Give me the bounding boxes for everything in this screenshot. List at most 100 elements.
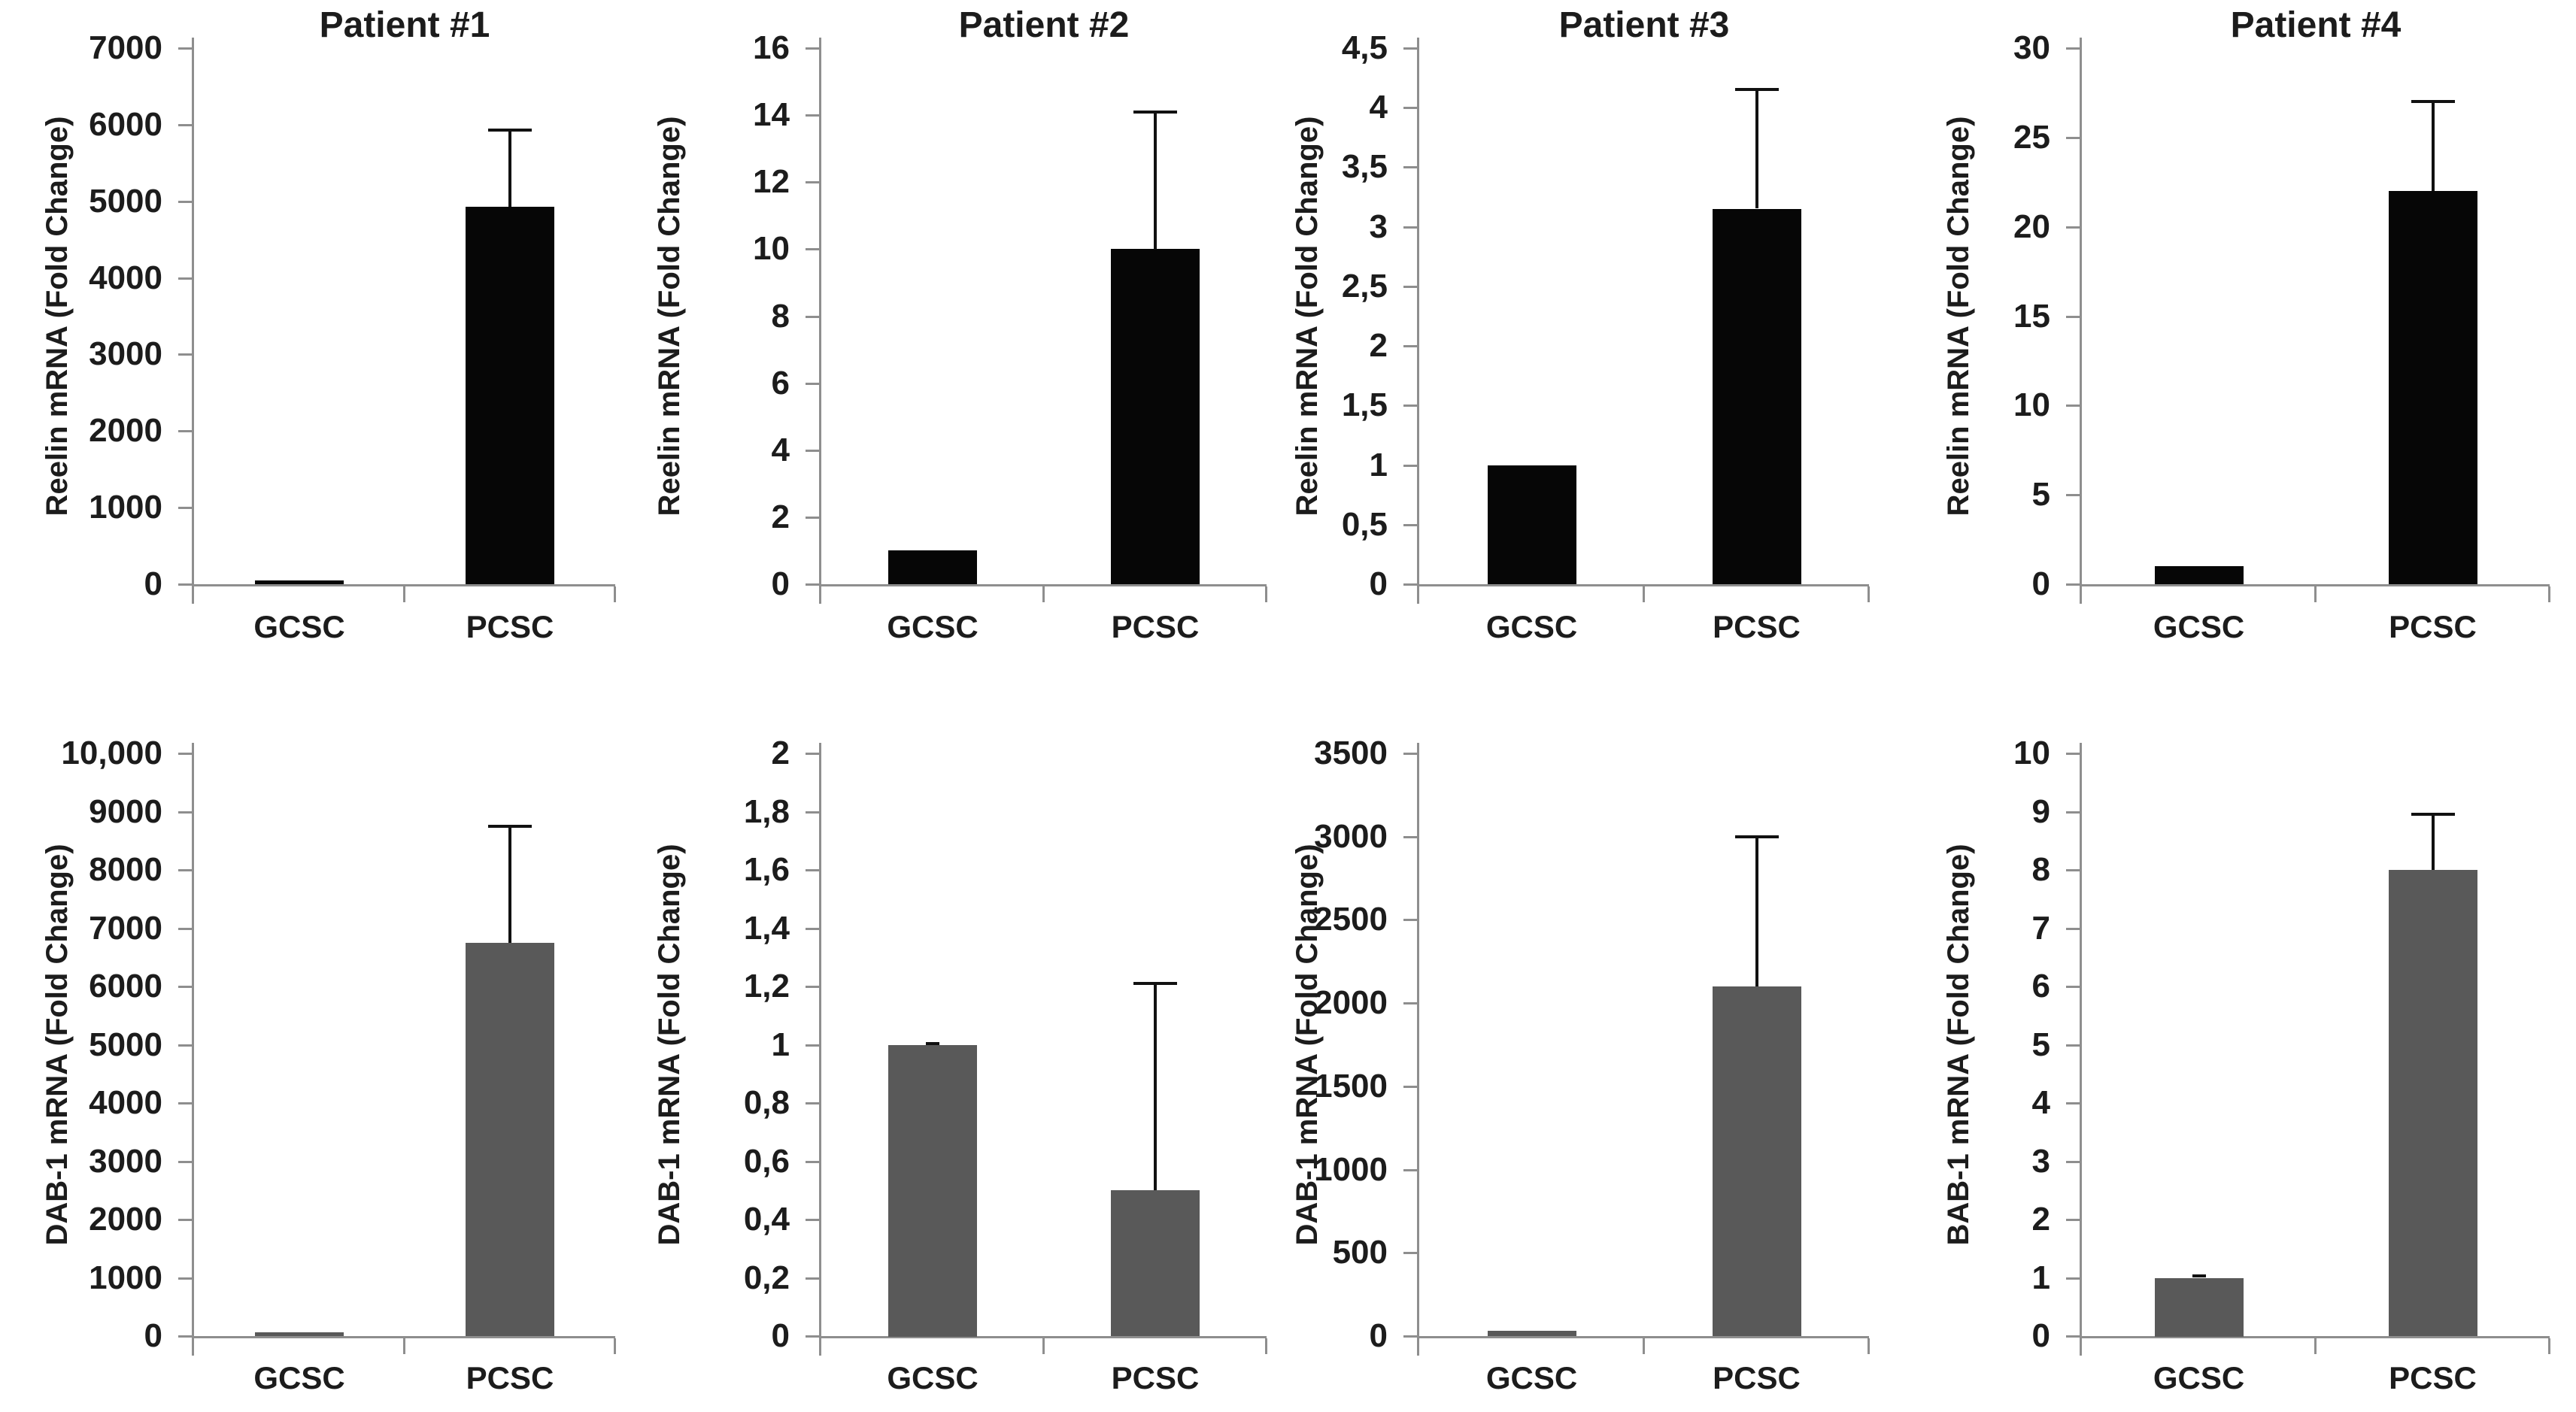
y-tick-mark [2066, 47, 2080, 50]
chart-patient-3-dab1: DAB-1 mRNA (Fold Change) 0 500 1000 1500 2000… [1288, 706, 1932, 1412]
y-tick-mark [2066, 986, 2080, 988]
y-tick-mark [2066, 1044, 2080, 1047]
error-bar-cap [2411, 813, 2455, 816]
y-tick-mark [1403, 107, 1417, 109]
y-tick-mark [178, 430, 192, 432]
y-tick-mark [178, 1335, 192, 1338]
y-tick-mark [2066, 1219, 2080, 1221]
y-tick-label: 0,6 [743, 1143, 790, 1180]
category-label-pcsc: PCSC [466, 1360, 554, 1395]
bar-gcsc [255, 580, 344, 584]
y-tick-mark [1403, 166, 1417, 168]
y-tick-label: 25 [2013, 119, 2050, 156]
y-tick-mark [2066, 753, 2080, 755]
y-tick-label: 10 [2013, 386, 2050, 423]
y-tick-mark [806, 928, 819, 930]
error-bar-cap [1133, 982, 1177, 985]
bar-pcsc [2389, 191, 2477, 584]
y-tick-mark [178, 583, 192, 586]
bar-pcsc [466, 943, 554, 1336]
y-tick-mark [2066, 869, 2080, 871]
chart-patient-4-bab1: BAB-1 mRNA (Fold Change) 0 1 2 3 4 5 6 7 8 9 10 GCSC… [1931, 706, 2576, 1412]
y-tick-mark [178, 869, 192, 871]
y-tick-mark [806, 1277, 819, 1280]
bar-gcsc [1488, 1331, 1576, 1336]
y-tick-label: 1000 [89, 489, 162, 526]
category-label-gcsc: GCSC [253, 1360, 345, 1395]
category-label-pcsc: PCSC [1111, 1360, 1200, 1395]
y-tick-mark [806, 1044, 819, 1047]
bar-pcsc [1111, 249, 1200, 584]
y-tick-label: 4000 [89, 1084, 162, 1121]
y-tick-label: 3 [1369, 208, 1388, 245]
y-tick-label: 1,5 [1341, 386, 1388, 423]
y-tick-mark [1403, 836, 1417, 838]
y-tick-label: 9 [2031, 793, 2050, 830]
chart-patient-1-reelin: Patient #1 Reelin mRNA (Fold Change) 0 1000… [0, 0, 645, 706]
y-tick-label: 0 [2031, 565, 2050, 602]
y-tick-mark [806, 869, 819, 871]
bar-gcsc [255, 1332, 344, 1336]
y-tick-mark [178, 1161, 192, 1163]
y-tick-label: 3,5 [1341, 148, 1388, 185]
y-tick-label: 4000 [89, 259, 162, 296]
y-tick-mark [1403, 47, 1417, 50]
error-bar-cap [1735, 835, 1779, 838]
y-tick-label: 2000 [89, 1201, 162, 1238]
y-tick-label: 7000 [89, 29, 162, 66]
x-axis-line [819, 1336, 1267, 1338]
chart-patient-2-reelin: Patient #2 Reelin mRNA (Fold Change) 0 2 4 6 8… [644, 0, 1288, 706]
error-bar-line [1755, 89, 1758, 208]
x-tick-mark [614, 1338, 616, 1354]
error-bar-cap [1735, 88, 1779, 91]
bar-pcsc [466, 207, 554, 584]
y-tick-mark [2066, 1277, 2080, 1280]
y-tick-mark [806, 1102, 819, 1104]
x-tick-mark [1643, 586, 1645, 602]
x-axis-line [1417, 1336, 1869, 1338]
category-label-gcsc: GCSC [1485, 1360, 1578, 1395]
y-tick-label: 0,8 [743, 1084, 790, 1121]
error-bar-line [2432, 814, 2435, 870]
y-tick-mark [178, 47, 192, 50]
error-bar-line [1755, 837, 1758, 986]
chart-patient-1-dab1: DAB-1 mRNA (Fold Change) 0 1000 2000 3000 400… [0, 706, 645, 1412]
y-tick-mark [2066, 928, 2080, 930]
category-label-pcsc: PCSC [1713, 1360, 1801, 1395]
category-label-pcsc: PCSC [2389, 609, 2477, 644]
y-tick-mark [2066, 811, 2080, 814]
error-bar-line [508, 826, 511, 943]
y-tick-mark [178, 1102, 192, 1104]
y-tick-label: 1 [771, 1026, 790, 1063]
error-bar-cap [2411, 100, 2455, 103]
y-tick-label: 1,2 [743, 968, 790, 1004]
y-tick-mark [806, 47, 819, 50]
y-tick-label: 0 [144, 1317, 162, 1354]
y-axis-line [2080, 743, 2082, 1356]
y-tick-mark [178, 753, 192, 755]
x-tick-mark [2548, 1338, 2550, 1354]
y-tick-label: 6 [2031, 968, 2050, 1004]
y-tick-label: 6000 [89, 968, 162, 1004]
y-tick-label: 7 [2031, 910, 2050, 947]
y-tick-label: 2 [2031, 1201, 2050, 1238]
y-tick-label: 2 [771, 735, 790, 771]
error-bar-cap [2192, 1274, 2206, 1277]
y-tick-label: 20 [2013, 208, 2050, 245]
y-tick-mark [806, 181, 819, 183]
error-bar-cap [926, 1042, 939, 1045]
category-label-pcsc: PCSC [466, 609, 554, 644]
y-tick-label: 14 [753, 96, 790, 133]
y-tick-mark [1403, 1335, 1417, 1338]
x-axis-line [2080, 584, 2550, 586]
y-tick-mark [806, 986, 819, 988]
y-tick-mark [2066, 1102, 2080, 1104]
chart-title: Patient #2 [958, 5, 1130, 45]
y-tick-mark [2066, 316, 2080, 318]
category-label-gcsc: GCSC [1485, 609, 1578, 644]
y-tick-mark [1403, 1169, 1417, 1171]
y-tick-label: 1000 [89, 1259, 162, 1296]
y-tick-label: 3000 [89, 1143, 162, 1180]
y-tick-mark [1403, 1002, 1417, 1004]
